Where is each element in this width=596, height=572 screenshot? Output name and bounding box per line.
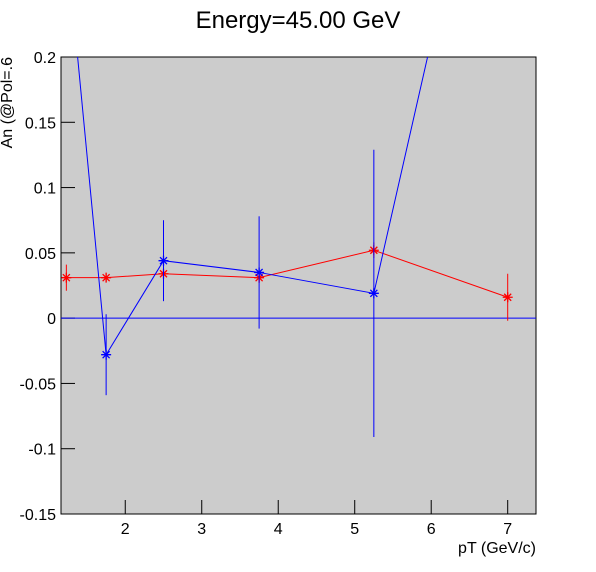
y-tick-label: 0.1: [34, 181, 56, 198]
data-point: [254, 267, 265, 278]
y-tick-label: 0.15: [25, 115, 56, 132]
plot-area: [61, 57, 536, 437]
y-tick-label: -0.1: [28, 442, 56, 459]
series-line: [77, 57, 429, 357]
x-tick-label: 4: [274, 521, 283, 538]
data-point: [158, 255, 169, 266]
data-point: [101, 349, 112, 360]
x-tick-label: 6: [427, 521, 436, 538]
x-tick-label: 7: [503, 521, 512, 538]
data-point: [61, 272, 72, 283]
data-point: [368, 288, 379, 299]
plot-frame: [60, 56, 537, 515]
x-tick-label: 5: [350, 521, 359, 538]
data-point: [101, 272, 112, 283]
y-tick-label: 0.2: [34, 50, 56, 67]
y-axis-label: An (@Pol=.6: [0, 57, 16, 149]
y-tick-label: -0.05: [20, 376, 57, 393]
x-tick-label: 3: [197, 521, 206, 538]
x-axis-label: pT (GeV/c): [458, 540, 536, 557]
y-tick-label: 0.05: [25, 246, 56, 263]
y-tick-label: -0.15: [20, 507, 57, 524]
x-tick-label: 2: [121, 521, 130, 538]
data-point: [502, 292, 513, 303]
plot-background: [61, 57, 536, 514]
y-tick-label: 0: [47, 311, 56, 328]
series-line: [66, 249, 508, 298]
chart-title: Energy=45.00 GeV: [196, 7, 401, 34]
